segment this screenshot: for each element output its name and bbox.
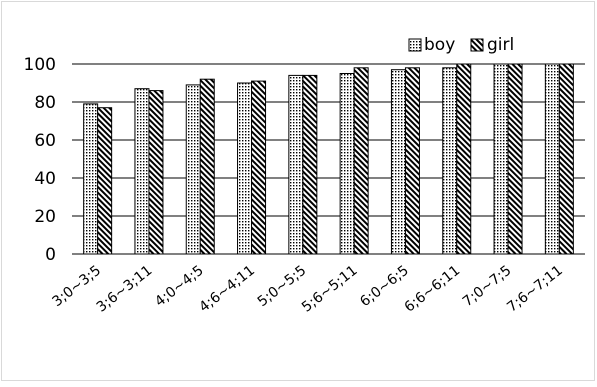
bar-boy (288, 74, 304, 255)
bar-boy (544, 63, 560, 255)
bar-girl (558, 63, 574, 255)
x-tick-label: 7;6~7;11 (504, 263, 566, 316)
legend-label-boy: boy (424, 35, 455, 55)
y-tick-label: 60 (34, 131, 56, 151)
bar-girl (148, 90, 164, 255)
x-axis-ticks: 3;0~3;53;6~3;114;0~4;54;6~4;115;0~5;55;6… (50, 263, 566, 316)
y-axis-ticks: 0 20 40 60 80 100 (24, 55, 56, 265)
bar-boy (185, 84, 201, 255)
bar-boy (237, 82, 253, 255)
legend-swatch-boy (408, 38, 422, 52)
bar-girl (507, 63, 523, 255)
legend: boy girl (408, 35, 514, 55)
bar-boy (339, 73, 355, 255)
x-tick-label: 6;6~6;11 (402, 263, 464, 316)
bar-boy (493, 63, 509, 255)
bar-girl (251, 80, 267, 255)
chart-frame: 0 20 40 60 80 100 3;0~3;5 3;6~3;11 4;0~4;5 4;6~4… (1, 1, 595, 381)
bar-girl (404, 67, 420, 255)
y-tick-label: 0 (45, 245, 56, 265)
y-tick-label: 20 (34, 207, 56, 227)
y-tick-label: 80 (34, 93, 56, 113)
legend-label-girl: girl (487, 35, 514, 55)
bar-girl (353, 67, 369, 255)
x-tick-label: 3;6~3;11 (94, 263, 156, 316)
y-tick-label: 100 (24, 55, 56, 75)
bar-chart: 0 20 40 60 80 100 3;0~3;53;6~3;114;0~4;54;6~4… (24, 35, 585, 316)
x-tick-label: 4;6~4;11 (196, 263, 258, 316)
x-tick-label: 5;6~5;11 (299, 263, 361, 316)
y-tick-label: 40 (34, 169, 56, 189)
bar-boy (134, 88, 150, 255)
bar-girl (97, 107, 113, 255)
bar-girl (199, 78, 215, 255)
bar-girl (302, 74, 318, 255)
legend-swatch-girl (470, 38, 484, 52)
bar-boy (83, 103, 99, 255)
bars (83, 63, 574, 255)
bar-boy (390, 69, 406, 255)
bar-girl (456, 63, 472, 255)
bar-boy (442, 67, 458, 255)
